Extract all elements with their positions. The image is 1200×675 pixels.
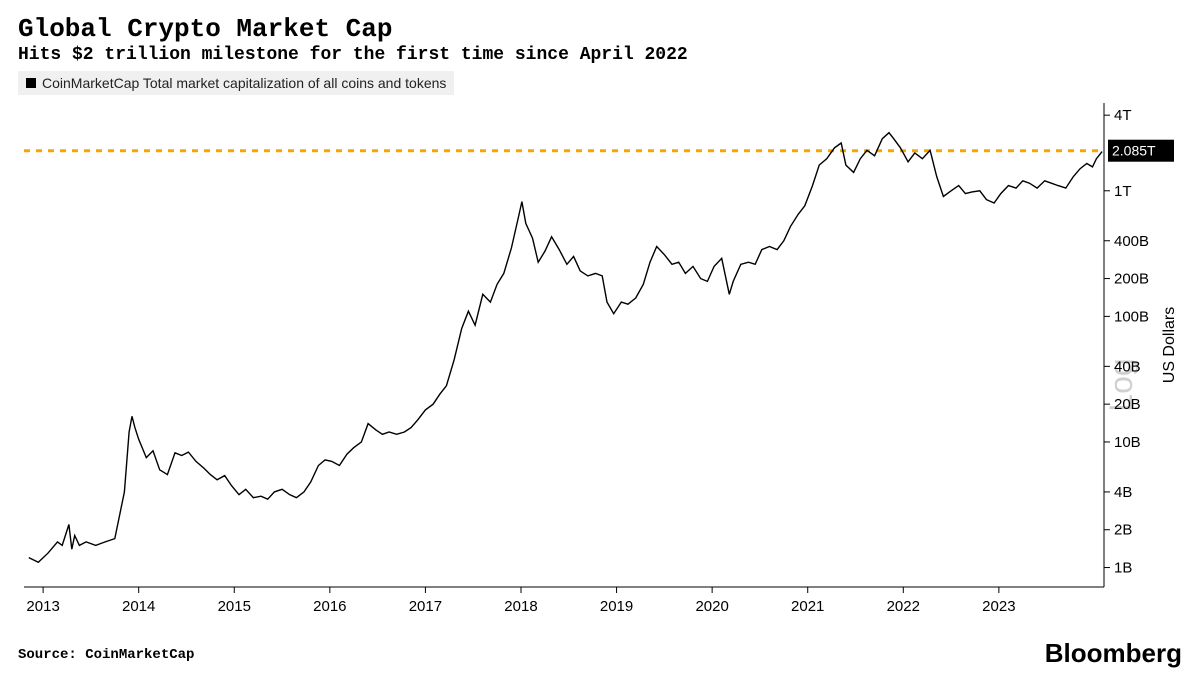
chart-title: Global Crypto Market Cap [18,14,1182,44]
svg-text:10B: 10B [1114,434,1141,451]
svg-text:2017: 2017 [409,598,442,615]
svg-text:2021: 2021 [791,598,824,615]
svg-text:2022: 2022 [887,598,920,615]
chart-subtitle: Hits $2 trillion milestone for the first… [18,45,1182,65]
svg-text:2.085T: 2.085T [1112,143,1156,159]
svg-text:2013: 2013 [26,598,59,615]
svg-text:20B: 20B [1114,396,1141,413]
svg-text:2019: 2019 [600,598,633,615]
svg-text:40B: 40B [1114,358,1141,375]
legend-swatch [26,78,36,88]
brand-text: Bloomberg [1045,638,1182,669]
svg-text:200B: 200B [1114,271,1149,288]
legend: CoinMarketCap Total market capitalizatio… [18,71,454,95]
svg-text:4T: 4T [1114,107,1132,124]
chart-plot: Log1B2B4B10B20B40B100B200B400B1T4T2.085T… [18,97,1182,627]
legend-label: CoinMarketCap Total market capitalizatio… [42,75,446,91]
svg-text:2023: 2023 [982,598,1015,615]
svg-text:2020: 2020 [695,598,728,615]
svg-text:1T: 1T [1114,183,1132,200]
svg-text:2014: 2014 [122,598,155,615]
svg-text:2015: 2015 [218,598,251,615]
svg-text:400B: 400B [1114,233,1149,250]
svg-text:1B: 1B [1114,560,1132,577]
svg-text:4B: 4B [1114,484,1132,501]
chart-svg: Log1B2B4B10B20B40B100B200B400B1T4T2.085T… [18,97,1182,627]
chart-container: Global Crypto Market Cap Hits $2 trillio… [0,0,1200,675]
svg-text:2B: 2B [1114,522,1132,539]
svg-text:2018: 2018 [504,598,537,615]
svg-text:100B: 100B [1114,308,1149,325]
source-text: Source: CoinMarketCap [18,647,194,663]
svg-text:US Dollars: US Dollars [1161,307,1178,383]
svg-text:2016: 2016 [313,598,346,615]
